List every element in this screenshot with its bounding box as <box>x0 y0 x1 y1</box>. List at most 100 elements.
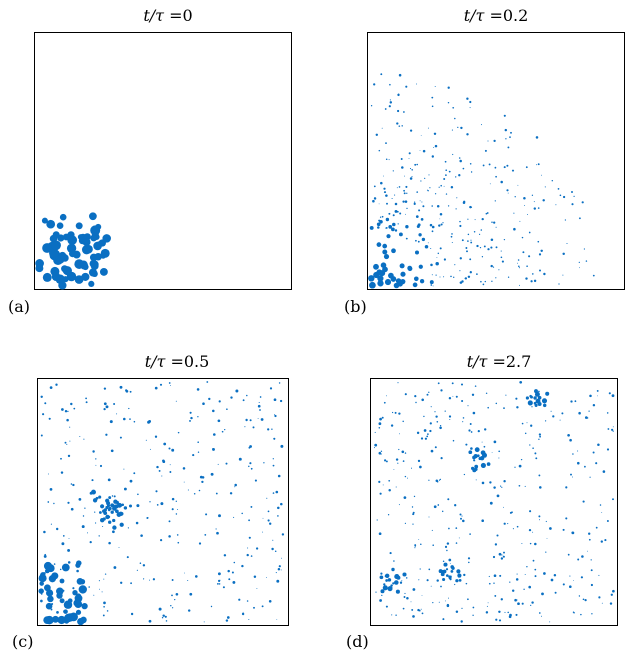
particle <box>460 620 463 623</box>
particle <box>47 473 49 475</box>
particle <box>103 511 108 515</box>
particle <box>274 414 277 418</box>
particle <box>401 166 404 169</box>
panel-b-title-time: 0.2 <box>502 6 529 25</box>
particle <box>612 426 614 428</box>
particle <box>611 394 615 398</box>
particle <box>577 450 579 452</box>
particle <box>579 267 581 269</box>
particle <box>50 608 53 611</box>
particle <box>530 280 533 283</box>
particle <box>537 395 542 400</box>
particle <box>280 569 282 571</box>
particle <box>398 448 400 451</box>
particle <box>64 441 67 444</box>
particle <box>467 240 469 242</box>
particle <box>435 274 437 276</box>
particle <box>454 117 456 120</box>
particle <box>531 406 533 408</box>
particle <box>459 513 462 516</box>
particle <box>393 560 395 562</box>
particle <box>486 605 488 607</box>
particle <box>545 391 550 396</box>
particle <box>434 411 436 413</box>
particle <box>494 543 498 546</box>
particle <box>222 586 225 589</box>
particle <box>208 397 211 401</box>
particle <box>517 262 519 264</box>
particle <box>413 276 419 282</box>
panel-c-label: (c) <box>12 632 34 651</box>
particle <box>168 382 171 384</box>
particle <box>112 518 116 523</box>
particle <box>383 191 387 194</box>
particle <box>123 417 126 421</box>
particle <box>450 185 454 189</box>
particle <box>500 557 504 560</box>
particle <box>116 413 118 415</box>
particle <box>94 511 96 513</box>
particle <box>378 219 381 222</box>
particle <box>258 401 260 404</box>
particle <box>155 490 158 493</box>
particle <box>467 598 469 601</box>
particle <box>103 407 106 411</box>
particle <box>102 614 105 617</box>
panel-c-plot <box>37 378 289 626</box>
particle <box>59 598 65 604</box>
particle <box>474 460 476 462</box>
particle <box>373 185 376 188</box>
particle <box>430 247 432 250</box>
particle <box>187 579 189 582</box>
particle <box>262 531 264 533</box>
particle <box>56 592 63 599</box>
particle <box>464 277 467 280</box>
panel-a-title-var: t/τ <box>143 6 164 25</box>
particle <box>589 476 591 478</box>
particle <box>278 565 281 568</box>
particle <box>447 498 450 501</box>
particle <box>385 579 388 582</box>
particle <box>489 183 491 185</box>
particle <box>197 451 200 453</box>
particle <box>510 131 512 134</box>
particle <box>476 244 479 248</box>
particle <box>182 467 186 470</box>
particle <box>427 127 429 129</box>
particle <box>42 413 45 416</box>
particle <box>468 561 470 564</box>
particle <box>542 403 547 408</box>
particle <box>409 168 412 170</box>
particle <box>88 280 95 287</box>
particle <box>507 611 509 614</box>
particle <box>43 554 47 558</box>
particle <box>381 594 383 597</box>
particle <box>500 250 502 252</box>
particle <box>108 504 111 507</box>
particle <box>203 621 205 623</box>
particle <box>509 136 511 138</box>
particle <box>506 189 509 192</box>
particle <box>74 600 83 609</box>
particle <box>228 578 231 581</box>
particle <box>169 464 171 466</box>
particle <box>435 415 438 418</box>
particle <box>537 240 540 243</box>
particle <box>238 457 242 461</box>
particle <box>269 387 273 390</box>
particle <box>522 251 525 254</box>
particle <box>391 411 394 414</box>
particle <box>43 616 52 624</box>
panel-a-title: t/τ =0 <box>68 6 268 25</box>
particle <box>267 519 270 522</box>
particle <box>267 428 270 431</box>
particle <box>230 396 233 399</box>
particle <box>481 217 484 221</box>
particle <box>201 480 204 484</box>
particle <box>592 451 595 454</box>
panel-b-title-eq: = <box>489 6 503 25</box>
particle <box>276 579 280 583</box>
particle <box>380 453 382 455</box>
particle <box>377 226 380 229</box>
particle <box>462 167 465 170</box>
